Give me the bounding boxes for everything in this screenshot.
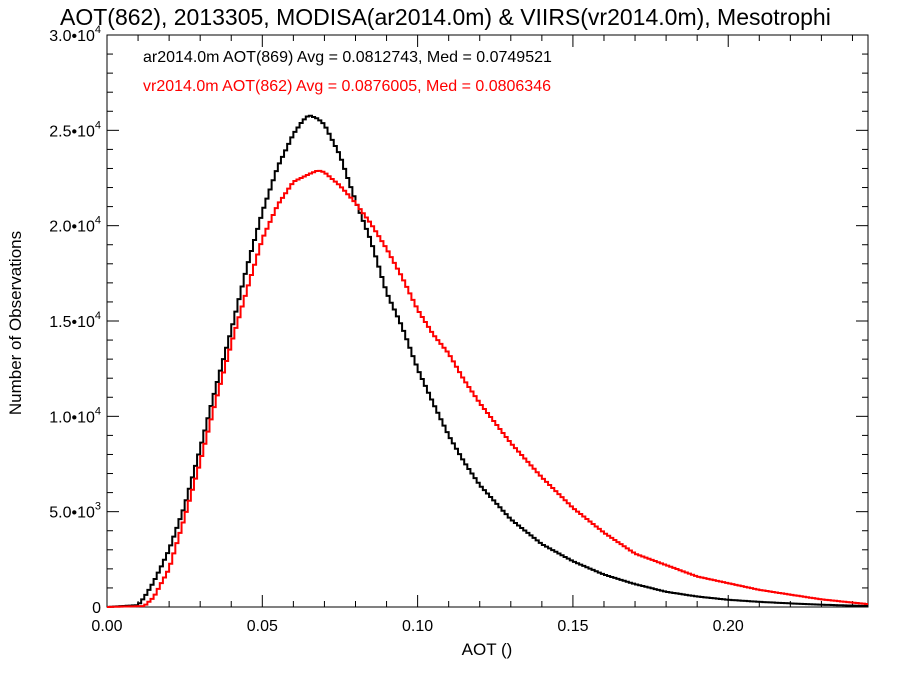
y-tick-exponent: 4 xyxy=(95,310,101,322)
legend-entry-ar2014: ar2014.0m AOT(869) Avg = 0.0812743, Med … xyxy=(143,49,552,66)
y-tick-mantissa: 1.0•10 xyxy=(49,409,95,426)
plot-frame xyxy=(106,34,869,608)
y-tick-mantissa: 3.0•10 xyxy=(49,28,95,45)
x-axis-label: AOT () xyxy=(462,640,513,659)
y-axis-label: Number of Observations xyxy=(6,231,25,415)
x-tick-label: 0.10 xyxy=(402,618,433,635)
y-tick-mantissa: 1.5•10 xyxy=(49,314,95,331)
y-tick-mantissa: 0 xyxy=(92,600,101,617)
y-tick-exponent: 4 xyxy=(95,24,101,36)
y-tick-label: 2.0•104 xyxy=(49,215,101,236)
x-tick-label: 0.05 xyxy=(247,618,278,635)
x-tick-labels: 0.00 0.05 0.10 0.15 0.20 xyxy=(91,618,743,635)
x-tick-label: 0.15 xyxy=(557,618,588,635)
axis-ticks xyxy=(106,34,868,608)
y-tick-exponent: 4 xyxy=(95,405,101,417)
x-tick-label: 0.20 xyxy=(713,618,744,635)
y-tick-exponent: 4 xyxy=(95,215,101,227)
y-tick-mantissa: 5.0•10 xyxy=(49,505,95,522)
x-tick-label: 0.00 xyxy=(91,618,122,635)
legend-entry-vr2014: vr2014.0m AOT(862) Avg = 0.0876005, Med … xyxy=(143,78,551,95)
y-tick-mantissa: 2.0•10 xyxy=(49,219,95,236)
y-tick-exponent: 4 xyxy=(95,119,101,131)
y-tick-label: 5.0•103 xyxy=(49,501,101,522)
series-layer xyxy=(107,114,868,608)
y-tick-mantissa: 2.5•10 xyxy=(49,123,95,140)
y-tick-label: 0 xyxy=(92,600,101,617)
series-vr2014-histogram xyxy=(107,169,868,608)
y-tick-label: 3.0•104 xyxy=(49,24,101,45)
y-tick-exponent: 3 xyxy=(95,501,101,513)
plot-axes xyxy=(106,34,869,608)
series-ar2014-histogram xyxy=(107,114,868,608)
y-tick-labels: 05.0•1031.0•1041.5•1042.0•1042.5•1043.0•… xyxy=(49,24,101,617)
y-tick-label: 2.5•104 xyxy=(49,119,101,140)
chart-title: AOT(862), 2013305, MODISA(ar2014.0m) & V… xyxy=(60,4,831,30)
y-tick-label: 1.0•104 xyxy=(49,405,101,426)
y-tick-label: 1.5•104 xyxy=(49,310,101,331)
